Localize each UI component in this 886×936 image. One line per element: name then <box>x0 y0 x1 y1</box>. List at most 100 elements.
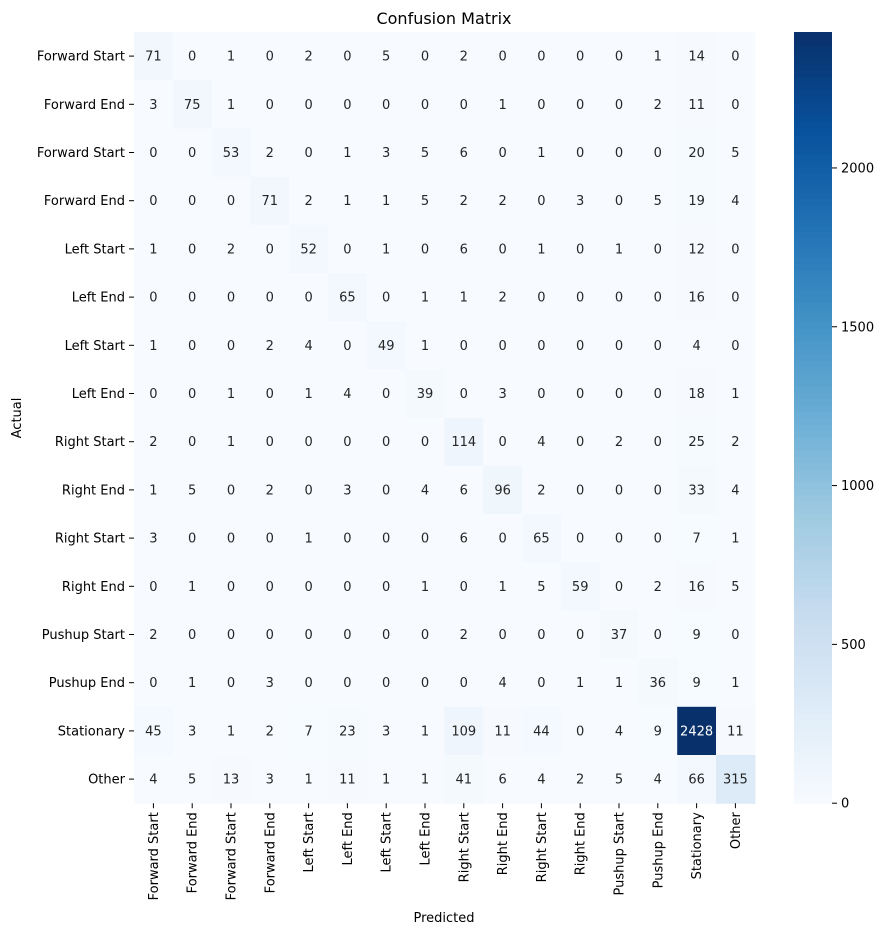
colorbar-segment <box>794 436 832 444</box>
heatmap-cell <box>716 176 756 226</box>
cell-value-label: 1 <box>615 676 623 691</box>
cell-value-label: 2428 <box>680 724 713 739</box>
cell-value-label: 2 <box>266 483 274 498</box>
colorbar-segment <box>794 629 832 637</box>
cell-value-label: 0 <box>382 676 390 691</box>
heatmap-cell <box>444 755 484 804</box>
cell-value-label: 0 <box>731 628 739 643</box>
heatmap-cell <box>250 321 290 370</box>
cell-value-label: 0 <box>382 580 390 595</box>
cell-value-label: 0 <box>654 242 662 257</box>
heatmap-cell <box>677 369 717 419</box>
heatmap-cell <box>289 80 329 129</box>
cell-value-label: 0 <box>149 194 157 209</box>
heatmap-cell <box>405 80 445 129</box>
cell-value-label: 0 <box>227 339 235 354</box>
colorbar-segment <box>794 359 832 367</box>
heatmap-cell <box>716 321 756 370</box>
heatmap-cell <box>444 321 484 370</box>
colorbar-segment <box>794 591 832 599</box>
cell-value-label: 0 <box>304 676 312 691</box>
heatmap-cell <box>172 658 213 708</box>
colorbar-segment <box>794 57 832 65</box>
heatmap-cell <box>599 755 639 804</box>
colorbar-segment <box>794 481 832 489</box>
colorbar-tick-label: 500 <box>841 638 866 653</box>
cell-value-label: 3 <box>343 483 351 498</box>
heatmap-cell <box>172 706 213 756</box>
cell-value-label: 0 <box>382 387 390 402</box>
colorbar-segment <box>794 751 832 759</box>
cell-value-label: 0 <box>654 387 662 402</box>
cell-value-label: 0 <box>382 291 390 306</box>
heatmap-cell <box>134 369 174 419</box>
cell-value-label: 1 <box>421 339 429 354</box>
cell-value-label: 0 <box>266 532 274 547</box>
cell-value-label: 0 <box>498 242 506 257</box>
heatmap-cell <box>599 417 639 467</box>
cell-value-label: 59 <box>572 580 589 595</box>
heatmap-cell <box>405 176 445 226</box>
cell-value-label: 65 <box>533 532 550 547</box>
heatmap-cell <box>328 224 368 274</box>
cell-value-label: 2 <box>149 628 157 643</box>
heatmap-cell <box>172 80 213 129</box>
heatmap-cell <box>483 224 523 274</box>
heatmap-cell <box>405 465 445 515</box>
cell-value-label: 0 <box>227 291 235 306</box>
heatmap-cell <box>483 369 523 419</box>
cell-value-label: 0 <box>615 483 623 498</box>
heatmap-cell <box>677 465 717 515</box>
cell-value-label: 0 <box>266 580 274 595</box>
cell-value-label: 33 <box>688 483 705 498</box>
cell-value-label: 0 <box>188 194 196 209</box>
heatmap-cell <box>328 176 368 226</box>
cell-value-label: 14 <box>688 50 705 65</box>
row-tick-label: Forward End <box>44 194 125 209</box>
colorbar-segment <box>794 385 832 393</box>
colorbar-segment <box>794 443 832 451</box>
heatmap-cell <box>211 562 251 611</box>
cell-value-label: 2 <box>460 628 468 643</box>
y-axis-label: Actual <box>10 398 25 439</box>
cell-value-label: 0 <box>421 435 429 450</box>
colorbar-segment <box>794 681 832 689</box>
cell-value-label: 1 <box>654 50 662 65</box>
cell-value-label: 0 <box>188 387 196 402</box>
cell-value-label: 0 <box>576 435 584 450</box>
heatmap-cell <box>366 514 407 563</box>
colorbar-segment <box>794 777 832 785</box>
cell-value-label: 0 <box>576 532 584 547</box>
heatmap-cell <box>444 176 484 226</box>
colorbar-segment <box>794 475 832 483</box>
heatmap-cell <box>172 32 213 81</box>
heatmap-cell <box>560 658 601 708</box>
heatmap-cell <box>716 755 756 804</box>
cell-value-label: 4 <box>498 676 506 691</box>
cell-value-label: 0 <box>460 580 468 595</box>
heatmap-cell <box>522 706 562 756</box>
heatmap-cell <box>134 80 174 129</box>
heatmap-cell <box>328 658 368 708</box>
cell-value-label: 6 <box>460 532 468 547</box>
heatmap-cell <box>483 610 523 660</box>
colorbar-segment <box>794 301 832 309</box>
colorbar-segment <box>794 404 832 412</box>
cell-value-label: 315 <box>723 773 748 788</box>
cell-value-label: 1 <box>421 580 429 595</box>
heatmap-cell <box>250 273 290 322</box>
cell-value-label: 0 <box>149 146 157 161</box>
heatmap-cell <box>599 465 639 515</box>
cell-value-label: 6 <box>460 483 468 498</box>
colorbar-segment <box>794 539 832 547</box>
cell-value-label: 0 <box>654 628 662 643</box>
heatmap-cell <box>289 417 329 467</box>
heatmap-cell <box>289 514 329 563</box>
cell-value-label: 0 <box>615 580 623 595</box>
cell-value-label: 3 <box>382 724 390 739</box>
heatmap-cell <box>366 417 407 467</box>
colorbar-segment <box>794 211 832 219</box>
colorbar-segment <box>794 192 832 200</box>
heatmap-cell <box>405 128 445 178</box>
heatmap-cell <box>172 514 213 563</box>
